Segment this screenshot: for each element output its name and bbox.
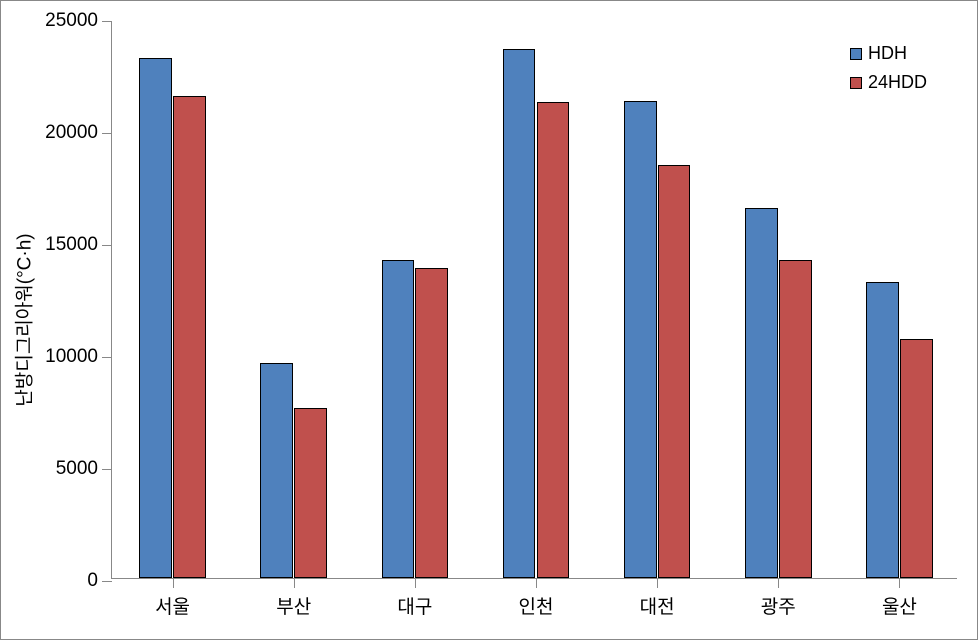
x-tick-label: 대전 [640, 592, 675, 619]
bar-HDH [503, 49, 536, 578]
bar-24HDD [415, 268, 448, 578]
y-tick [102, 133, 112, 134]
bar-HDH [382, 260, 415, 578]
plot-area: HDH 24HDD 0500010000150002000025000서울부산대… [111, 21, 957, 579]
y-tick [102, 357, 112, 358]
legend-label-hdh: HDH [868, 43, 907, 64]
bar-24HDD [294, 408, 327, 578]
x-tick [778, 578, 779, 588]
x-tick [899, 578, 900, 588]
x-tick [173, 578, 174, 588]
legend-item-24hdd: 24HDD [850, 72, 927, 93]
y-tick-label: 10000 [45, 346, 98, 368]
bar-HDH [745, 208, 778, 578]
y-tick [102, 21, 112, 22]
legend-box-24hdd [850, 77, 862, 89]
bar-24HDD [779, 260, 812, 578]
x-tick-label: 대구 [397, 592, 432, 619]
y-tick-label: 20000 [45, 122, 98, 144]
x-tick [294, 578, 295, 588]
bar-24HDD [900, 339, 933, 578]
y-tick [102, 245, 112, 246]
bar-HDH [260, 363, 293, 578]
x-tick-label: 부산 [276, 592, 311, 619]
y-tick [102, 581, 112, 582]
bar-HDH [139, 58, 172, 578]
legend: HDH 24HDD [850, 43, 927, 101]
x-tick-label: 서울 [155, 592, 190, 619]
x-tick-label: 광주 [761, 592, 796, 619]
y-tick-label: 0 [87, 570, 98, 592]
bar-24HDD [173, 96, 206, 578]
x-tick [415, 578, 416, 588]
bar-HDH [624, 101, 657, 578]
y-tick-label: 25000 [45, 10, 98, 32]
x-tick [657, 578, 658, 588]
y-tick-label: 15000 [45, 234, 98, 256]
chart-container: 난방디그리아워(°C·h) HDH 24HDD 0500010000150002… [0, 0, 978, 640]
bar-HDH [866, 282, 899, 578]
y-tick [102, 469, 112, 470]
bar-24HDD [658, 165, 691, 578]
legend-label-24hdd: 24HDD [868, 72, 927, 93]
legend-item-hdh: HDH [850, 43, 927, 64]
x-tick-label: 인천 [519, 592, 554, 619]
y-tick-label: 5000 [56, 458, 98, 480]
x-tick-label: 울산 [882, 592, 917, 619]
x-tick [536, 578, 537, 588]
legend-box-hdh [850, 48, 862, 60]
bar-24HDD [537, 102, 570, 578]
y-axis-label: 난방디그리아워(°C·h) [10, 233, 37, 406]
